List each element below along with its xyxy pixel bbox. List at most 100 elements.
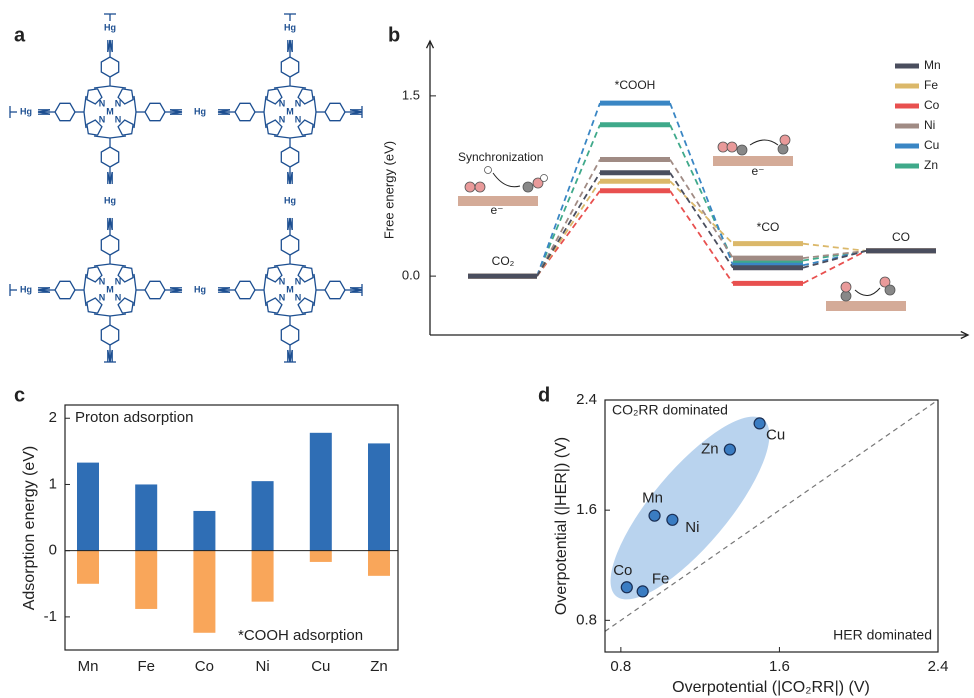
connector: [536, 190, 601, 277]
bond: [133, 111, 137, 129]
point-label: Fe: [652, 570, 670, 587]
connector: [802, 250, 867, 269]
atom-label: N: [295, 98, 302, 108]
atom-label: Hg: [194, 284, 206, 294]
ring: [234, 102, 256, 122]
atom-label: N: [115, 98, 122, 108]
x-tick-label: Mn: [78, 658, 99, 675]
ring: [86, 297, 103, 314]
y-tick-label: 2: [49, 409, 57, 426]
ring: [100, 146, 120, 168]
atom-label: Hg: [194, 106, 206, 116]
bond: [289, 85, 307, 89]
connector: [802, 249, 867, 259]
bond: [93, 135, 111, 139]
y-axis-label: Free energy (eV): [381, 141, 396, 239]
connector: [536, 172, 601, 277]
ring: [100, 324, 120, 346]
y-tick-label: 0.8: [576, 611, 597, 628]
y-tick-label: 1: [49, 475, 57, 492]
bond: [263, 289, 267, 307]
atom-label: Hg: [104, 22, 116, 32]
legend-label: Cu: [924, 138, 939, 152]
ring: [266, 297, 283, 314]
ring: [280, 234, 300, 256]
cluster-ellipse: [610, 416, 770, 600]
connector: [802, 242, 867, 252]
ring: [280, 146, 300, 168]
x-tick-label: Cu: [311, 658, 330, 675]
panel-label: a: [14, 24, 26, 46]
atom-label: N: [99, 114, 106, 124]
atom-label: N: [279, 292, 286, 302]
bond: [133, 95, 137, 113]
plot-frame: [604, 399, 939, 653]
bond: [109, 135, 127, 139]
connector: [669, 102, 734, 266]
ring: [266, 88, 283, 105]
atom-label: M: [106, 106, 114, 116]
atom-label: N: [115, 292, 122, 302]
bond: [273, 263, 291, 267]
atom-label: N: [99, 292, 106, 302]
y-tick-label: 1.5: [402, 87, 420, 102]
legend-label: Zn: [924, 158, 938, 172]
point: [753, 417, 766, 430]
series-label: Proton adsorption: [75, 409, 193, 426]
state-label: *COOH: [615, 78, 656, 92]
bar: [135, 484, 158, 551]
legend-label: Co: [924, 98, 940, 112]
point-label: Mn: [642, 490, 663, 507]
panel-label: d: [538, 384, 550, 406]
bar: [309, 432, 332, 551]
bond: [133, 273, 137, 291]
connector: [536, 102, 601, 277]
annotation: CO₂RR dominated: [612, 402, 728, 418]
x-tick-label: 0.8: [610, 658, 631, 675]
annotation: e⁻: [751, 164, 764, 178]
ring: [86, 88, 103, 105]
bar: [135, 550, 158, 609]
series-label: *COOH adsorption: [238, 627, 363, 644]
bond: [109, 263, 127, 267]
x-tick-label: 1.6: [769, 658, 790, 675]
connector: [536, 180, 601, 277]
bond: [133, 289, 137, 307]
point-label: Zn: [701, 441, 719, 458]
state-label: *CO: [757, 220, 780, 234]
point: [648, 509, 661, 522]
ring: [117, 119, 134, 136]
atom-label: Hg: [20, 106, 32, 116]
ring: [324, 280, 346, 300]
bond: [313, 289, 317, 307]
point: [723, 443, 736, 456]
x-tick-label: Ni: [256, 658, 270, 675]
atom-label: Hg: [284, 22, 296, 32]
ring: [117, 88, 134, 105]
ring: [144, 102, 166, 122]
ring: [297, 266, 314, 283]
x-axis-arrow: [960, 330, 970, 340]
y-tick-label: 0.0: [402, 268, 420, 283]
ring: [86, 119, 103, 136]
bond: [313, 273, 317, 291]
bond: [263, 273, 267, 291]
connector: [669, 172, 734, 269]
atom-label: N: [115, 114, 122, 124]
ring: [234, 280, 256, 300]
atom-label: Hg: [284, 195, 296, 205]
x-axis-label: Overpotential (|CO₂RR|) (V): [672, 679, 870, 696]
ring: [280, 56, 300, 78]
ring: [54, 102, 76, 122]
ring: [297, 88, 314, 105]
bond: [109, 313, 127, 317]
point-label: Co: [613, 562, 632, 579]
plot-frame: [64, 404, 399, 651]
atom-label: N: [279, 98, 286, 108]
annotation: Synchronization: [458, 150, 543, 164]
ring: [266, 266, 283, 283]
atom-label: Hg: [20, 284, 32, 294]
bond: [313, 111, 317, 129]
bond: [273, 313, 291, 317]
bond: [93, 85, 111, 89]
